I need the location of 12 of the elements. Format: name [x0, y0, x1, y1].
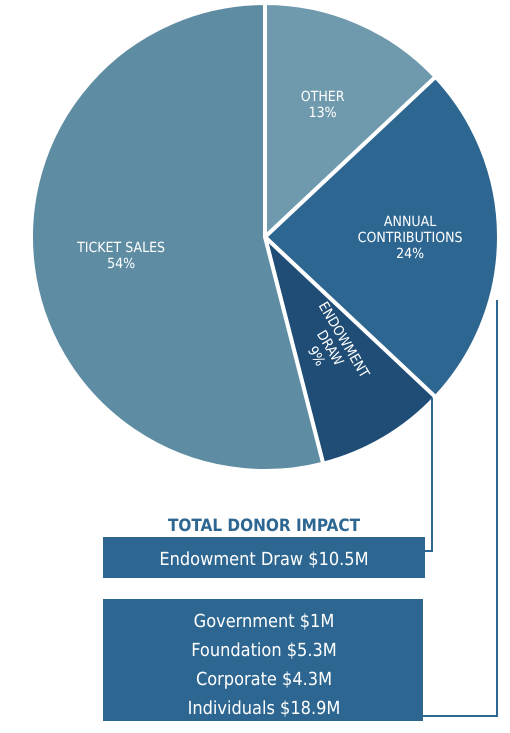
text: Endowment Draw $10.5M — [159, 549, 369, 570]
data-label: 13% — [308, 104, 337, 121]
text: Corporate $4.3M — [196, 669, 332, 690]
slice-label: ANNUAL CONTRIBUTIONS — [358, 214, 463, 246]
data-label: 24% — [396, 246, 424, 262]
data-label: 54% — [107, 256, 136, 272]
text: TOTAL DONOR IMPACT — [168, 516, 361, 536]
text: Foundation $5.3M — [191, 640, 337, 661]
text: Government $1M — [194, 611, 334, 632]
slice-label: TICKET SALES — [76, 240, 166, 256]
text: Individuals $18.9M — [188, 698, 340, 719]
slice-label: OTHER — [300, 88, 345, 105]
